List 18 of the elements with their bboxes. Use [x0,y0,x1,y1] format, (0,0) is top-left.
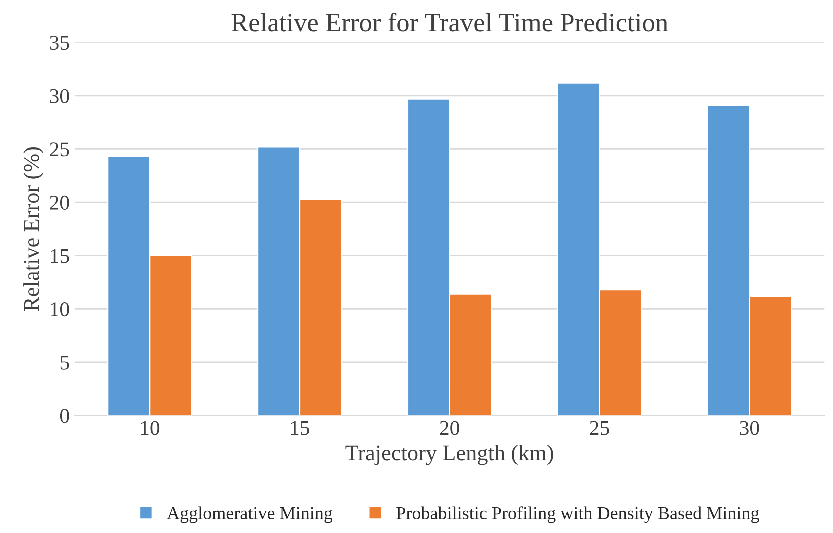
y-tick-label: 0 [60,409,70,424]
y-tick-label: 35 [50,36,70,50]
x-tick-label: 25 [590,421,610,436]
y-tick-label: 5 [60,356,70,370]
x-axis-title: Trajectory Length (km) [346,445,554,466]
y-tick-label: 15 [51,249,70,264]
x-tick-label: 20 [440,421,460,436]
y-tick-label: 25 [50,142,70,157]
x-tick-label: 15 [291,421,310,436]
x-tick-label: 30 [740,421,760,436]
legend-label: Agglomerative Mining [167,506,333,524]
y-axis-title: Relative Error (%) [24,147,44,312]
y-tick-label: 30 [50,89,70,104]
chart-title: Relative Error for Travel Time Prediction [232,12,668,32]
x-tick-label: 10 [141,421,160,436]
y-tick-label: 20 [50,196,70,210]
legend-label: Probabilistic Profiling with Density Based Mining [396,506,760,524]
y-tick-label: 10 [51,302,70,317]
